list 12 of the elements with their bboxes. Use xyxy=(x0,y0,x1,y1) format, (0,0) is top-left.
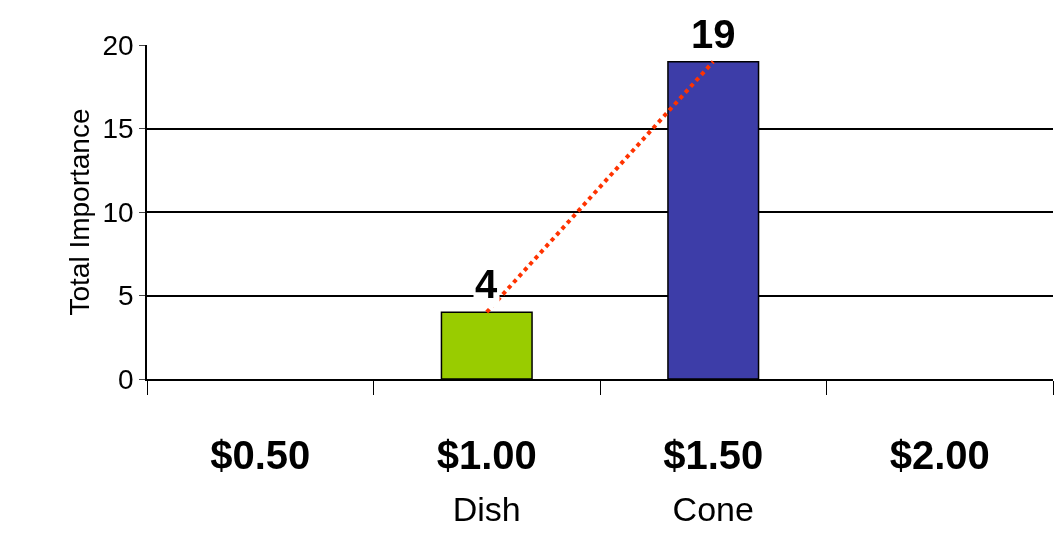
data-label: 19 xyxy=(691,12,736,56)
x-tick-label: $1.50 Cone xyxy=(663,432,764,528)
y-tick-label: 5 xyxy=(118,280,134,312)
x-tick-label: $2.00 xyxy=(889,432,990,477)
y-tick-label: 10 xyxy=(102,196,134,228)
y-axis-title: Total Importance xyxy=(63,108,95,316)
y-tick-label: 0 xyxy=(118,363,134,395)
y-tick-label: 20 xyxy=(102,29,134,61)
data-label: 4 xyxy=(475,262,498,306)
x-tick-label: $1.00 Dish xyxy=(436,432,537,528)
y-tick-label: 15 xyxy=(102,113,134,145)
x-tick-label: $0.50 xyxy=(210,432,311,477)
